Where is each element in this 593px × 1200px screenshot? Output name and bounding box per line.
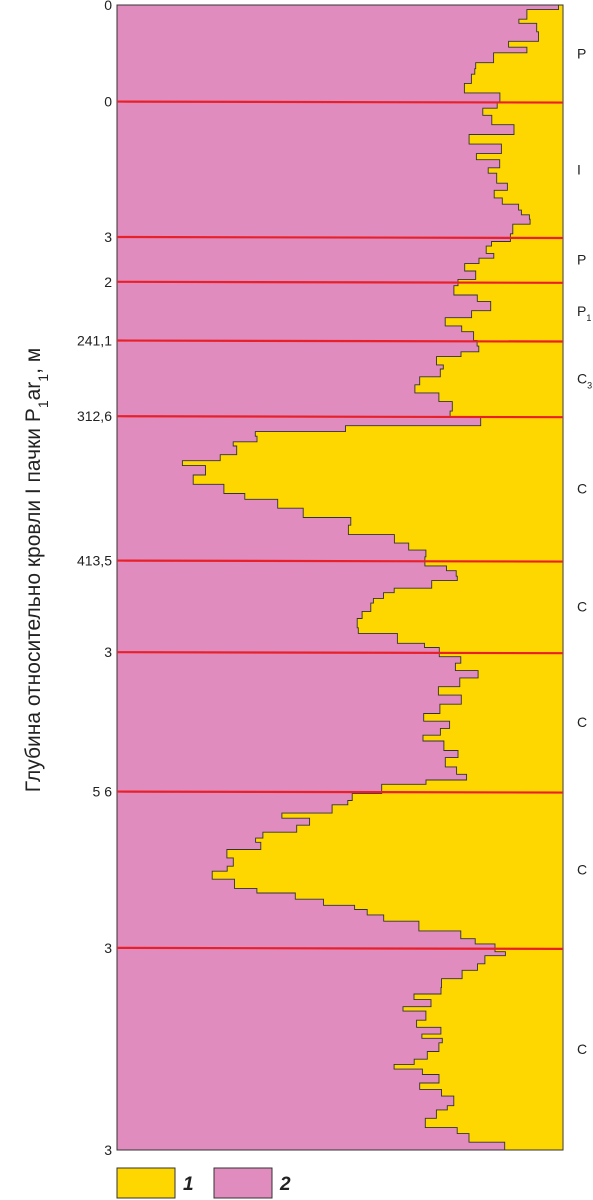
- boundary-line: [116, 415, 564, 419]
- legend-label: 1: [183, 1174, 194, 1195]
- unit-label: C: [577, 862, 587, 878]
- y-tick-label: 5 6: [93, 784, 113, 800]
- legend-swatch: [213, 1167, 273, 1199]
- unit-label: C: [577, 1041, 587, 1057]
- unit-label: I: [577, 161, 581, 177]
- boundary-line: [116, 235, 564, 240]
- boundary-lines: [116, 100, 564, 950]
- y-tick-label: 3: [104, 229, 112, 245]
- y-tick-label: 0: [104, 94, 112, 110]
- boundary-line: [116, 280, 564, 284]
- unit-labels: P I P P1 C3 C C C C C: [577, 45, 592, 1057]
- series-1-area: [181, 4, 564, 1151]
- y-tick-label: 3: [104, 940, 112, 956]
- plot-area: [116, 4, 564, 1151]
- unit-label: P1: [577, 303, 591, 323]
- boundary-line: [116, 339, 564, 343]
- y-tick-label: 0: [104, 0, 112, 13]
- y-tick-label: 413,5: [77, 553, 112, 569]
- y-tick-label: 3: [104, 1142, 112, 1158]
- boundary-line: [116, 790, 564, 794]
- unit-label: P: [577, 251, 586, 267]
- boundary-line: [116, 946, 564, 950]
- legend-swatch: [116, 1167, 176, 1199]
- unit-label: C: [577, 598, 587, 614]
- legend-label: 2: [279, 1174, 291, 1195]
- y-tick-label: 312,6: [77, 408, 112, 424]
- boundary-line: [116, 651, 564, 655]
- y-axis-label: Глубина относительно кровли I пачки P1ar…: [22, 348, 51, 792]
- y-tick-labels: 0 0 3 2 241,1 312,6 413,5 3 5 6 3 3: [77, 0, 112, 1158]
- unit-label: C: [577, 714, 587, 730]
- unit-label: P: [577, 45, 586, 61]
- boundary-line: [116, 100, 564, 104]
- unit-label: C3: [577, 370, 592, 390]
- unit-label: C: [577, 480, 587, 496]
- boundary-line: [116, 559, 564, 563]
- y-tick-label: 241,1: [77, 333, 112, 349]
- y-tick-label: 3: [104, 644, 112, 660]
- y-tick-label: 2: [104, 274, 112, 290]
